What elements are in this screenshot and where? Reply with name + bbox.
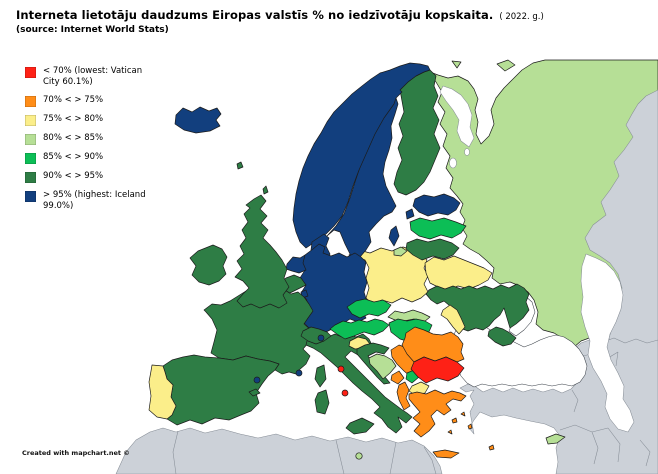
white-sea (439, 85, 475, 148)
attribution: Created with mapchart.net © (22, 449, 130, 457)
country-cyprus (545, 433, 566, 445)
country-san-marino (337, 365, 345, 373)
country-vatican-city (341, 389, 349, 397)
legend-item: 75% < > 80% (25, 114, 153, 127)
country-faroe (236, 161, 244, 170)
country-corsica (314, 364, 327, 388)
legend-label: > 95% (highest: Iceland 99.0%) (43, 190, 146, 212)
country-russia-islands2 (451, 60, 462, 69)
country-north-macedonia (408, 381, 430, 396)
country-estonia (412, 193, 461, 217)
country-spain (162, 354, 280, 426)
country-malta (355, 452, 363, 460)
source-note: (source: Internet World Stats) (16, 25, 169, 35)
country-crimea (487, 326, 517, 347)
legend: < 70% (lowest: Vatican City 60.1%) 70% < … (25, 66, 153, 219)
legend-swatch (25, 134, 36, 146)
country-lithuania (405, 238, 460, 261)
legend-label: 85% < > 90% (43, 152, 104, 163)
country-monaco (295, 369, 303, 377)
country-albania (396, 381, 411, 411)
country-aegean-islands (447, 411, 495, 451)
legend-label: 80% < > 85% (43, 133, 104, 144)
legend-swatch (25, 115, 36, 127)
country-crete (432, 449, 460, 459)
caspian-sea (580, 253, 635, 433)
legend-label: 75% < > 80% (43, 114, 104, 125)
country-bulgaria (410, 356, 465, 384)
legend-item: < 70% (lowest: Vatican City 60.1%) (25, 66, 153, 88)
country-greece (408, 389, 467, 438)
country-estonia-saaremaa (405, 208, 415, 220)
country-italy (305, 333, 413, 434)
country-netherlands (285, 254, 307, 274)
country-ukraine (425, 283, 530, 332)
legend-item: 85% < > 90% (25, 152, 153, 165)
country-bosnia (368, 353, 397, 380)
country-sardinia (314, 389, 330, 415)
country-norway (292, 62, 431, 249)
country-balearics (248, 388, 261, 397)
country-united-kingdom (234, 194, 290, 309)
country-latvia (409, 217, 467, 240)
country-sweden (326, 97, 399, 263)
legend-label: 90% < > 95% (43, 171, 104, 182)
country-gotland (388, 225, 400, 247)
title-block: Interneta lietotāju daudzums Eiropas val… (16, 8, 544, 35)
legend-swatch (25, 67, 36, 78)
country-austria (329, 318, 390, 340)
country-liechtenstein (317, 334, 325, 342)
legend-swatch (25, 191, 36, 203)
country-romania (401, 326, 465, 363)
country-kaliningrad (393, 246, 408, 257)
country-portugal (148, 364, 177, 420)
country-sicily (345, 417, 375, 435)
lake-ladoga (449, 157, 457, 169)
legend-swatch (25, 172, 36, 184)
country-ireland (189, 244, 228, 286)
legend-item: 90% < > 95% (25, 171, 153, 184)
country-belarus (424, 255, 493, 291)
legend-label: 70% < > 75% (43, 95, 104, 106)
country-iceland (174, 106, 222, 134)
country-czechia (346, 298, 392, 319)
legend-swatch (25, 153, 36, 165)
country-montenegro (390, 370, 405, 385)
lake-onega (464, 148, 470, 156)
page-title: Interneta lietotāju daudzums Eiropas val… (16, 8, 494, 22)
legend-item: 80% < > 85% (25, 133, 153, 146)
country-russia-islands (496, 59, 516, 72)
legend-label: < 70% (lowest: Vatican City 60.1%) (43, 66, 143, 88)
country-andorra (253, 376, 261, 384)
nodata-north-africa (115, 427, 443, 474)
legend-swatch (25, 96, 36, 108)
country-finland (393, 69, 441, 196)
country-moldova (440, 304, 466, 335)
border-lines-africa (172, 430, 437, 474)
title-line: Interneta lietotāju daudzums Eiropas val… (16, 8, 544, 22)
legend-item: > 95% (highest: Iceland 99.0%) (25, 190, 153, 212)
border-lines-mideast (559, 424, 651, 467)
year-note: ( 2022. g.) (499, 12, 544, 22)
country-shetland (262, 185, 269, 195)
legend-item: 70% < > 75% (25, 95, 153, 108)
